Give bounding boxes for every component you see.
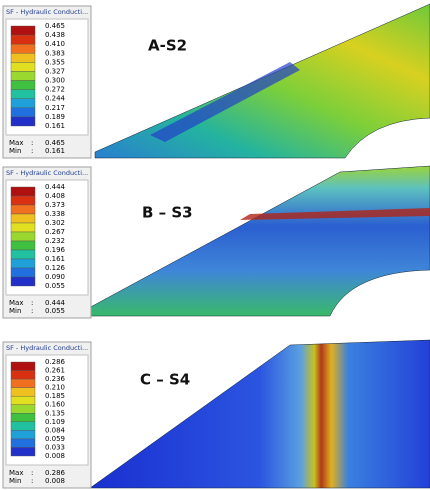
color-swatch: [10, 404, 36, 414]
color-swatch: [10, 249, 36, 260]
legend-label: 0.055: [45, 282, 65, 290]
separator: :: [31, 139, 33, 147]
contour-plot: [89, 339, 430, 489]
max-label: Max: [9, 469, 23, 477]
legend-label: 0.410: [45, 40, 65, 48]
legend-label: 0.272: [45, 86, 65, 94]
color-swatch: [10, 430, 36, 440]
color-swatch: [10, 370, 36, 380]
legend-label: 0.244: [45, 95, 66, 103]
separator: :: [31, 469, 33, 477]
separator: :: [31, 307, 33, 315]
color-swatch: [10, 25, 36, 36]
color-swatch: [10, 195, 36, 206]
color-swatch: [10, 395, 36, 405]
color-swatch: [10, 98, 36, 109]
legend-label: 0.444: [45, 183, 66, 191]
legend-label: 0.210: [45, 384, 65, 392]
color-swatch: [10, 34, 36, 45]
separator: :: [31, 299, 33, 307]
separator: :: [31, 147, 33, 155]
color-swatch: [10, 204, 36, 215]
plot-streak: [150, 62, 300, 142]
color-swatch: [10, 222, 36, 233]
legend-label: 0.033: [45, 443, 65, 451]
plot-label: A-S2: [148, 37, 187, 55]
color-swatch: [10, 107, 36, 118]
min-label: Min: [9, 307, 21, 315]
color-swatch: [10, 387, 36, 397]
contour-plot: [84, 165, 430, 317]
legend-label: 0.236: [45, 375, 66, 383]
legend-label: 0.373: [45, 201, 65, 209]
color-swatch: [10, 240, 36, 251]
min-value: 0.055: [45, 307, 65, 315]
plot-label: B – S3: [142, 204, 193, 222]
color-swatch: [10, 80, 36, 90]
legend-label: 0.109: [45, 418, 65, 426]
color-swatch: [10, 186, 36, 197]
min-value: 0.008: [45, 477, 65, 485]
legend-label: 0.338: [45, 210, 65, 218]
color-swatch: [10, 71, 36, 81]
max-value: 0.465: [45, 139, 65, 147]
legend-label: 0.267: [45, 228, 65, 236]
max-label: Max: [9, 299, 23, 307]
legend-label: 0.126: [45, 264, 66, 272]
color-swatch: [10, 378, 36, 388]
color-swatch: [10, 438, 36, 448]
color-swatch: [10, 267, 36, 278]
legend-label: 0.465: [45, 22, 65, 30]
legend-label: 0.084: [45, 426, 66, 434]
legend-label: 0.232: [45, 237, 65, 245]
color-swatch: [10, 421, 36, 431]
plot-streak: [240, 208, 430, 220]
legend-label: 0.161: [45, 255, 65, 263]
legend-label: 0.059: [45, 435, 65, 443]
color-swatch: [10, 447, 36, 457]
legend-label: 0.261: [45, 367, 65, 375]
legend-label: 0.196: [45, 246, 66, 254]
color-swatch: [10, 413, 36, 423]
legend-label: 0.408: [45, 192, 65, 200]
min-label: Min: [9, 147, 21, 155]
legend-label: 0.355: [45, 58, 65, 66]
legend-label: 0.383: [45, 49, 65, 57]
legend-label: 0.302: [45, 219, 65, 227]
color-swatch: [10, 276, 36, 287]
color-swatch: [10, 258, 36, 269]
legend-label: 0.438: [45, 31, 65, 39]
legend-label: 0.300: [45, 77, 65, 85]
color-swatch: [10, 43, 36, 54]
legend-label: 0.161: [45, 122, 65, 130]
max-label: Max: [9, 139, 23, 147]
color-swatch: [10, 53, 36, 63]
legend-label: 0.185: [45, 392, 65, 400]
max-value: 0.444: [45, 299, 66, 307]
color-swatch: [10, 213, 36, 224]
color-swatch: [10, 116, 36, 127]
legend-title: SF - Hydraulic Conducti...: [6, 8, 88, 16]
legend-label: 0.090: [45, 273, 65, 281]
legend-title: SF - Hydraulic Conducti...: [6, 169, 88, 177]
min-label: Min: [9, 477, 21, 485]
max-value: 0.286: [45, 469, 66, 477]
legend-label: 0.189: [45, 113, 65, 121]
color-swatch: [10, 89, 36, 99]
color-swatch: [10, 361, 36, 371]
legend-label: 0.217: [45, 104, 65, 112]
legend-label: 0.160: [45, 401, 65, 409]
separator: :: [31, 477, 33, 485]
legend-title: SF - Hydraulic Conducti...: [6, 344, 88, 352]
min-value: 0.161: [45, 147, 65, 155]
legend-label: 0.327: [45, 67, 65, 75]
legend-label: 0.135: [45, 409, 65, 417]
legend-label: 0.286: [45, 358, 66, 366]
color-swatch: [10, 62, 36, 72]
plot-label: C – S4: [140, 371, 190, 389]
color-swatch: [10, 231, 36, 242]
panels: SF - Hydraulic Conducti...0.4650.4380.41…: [2, 5, 193, 489]
legend-label: 0.008: [45, 452, 65, 460]
